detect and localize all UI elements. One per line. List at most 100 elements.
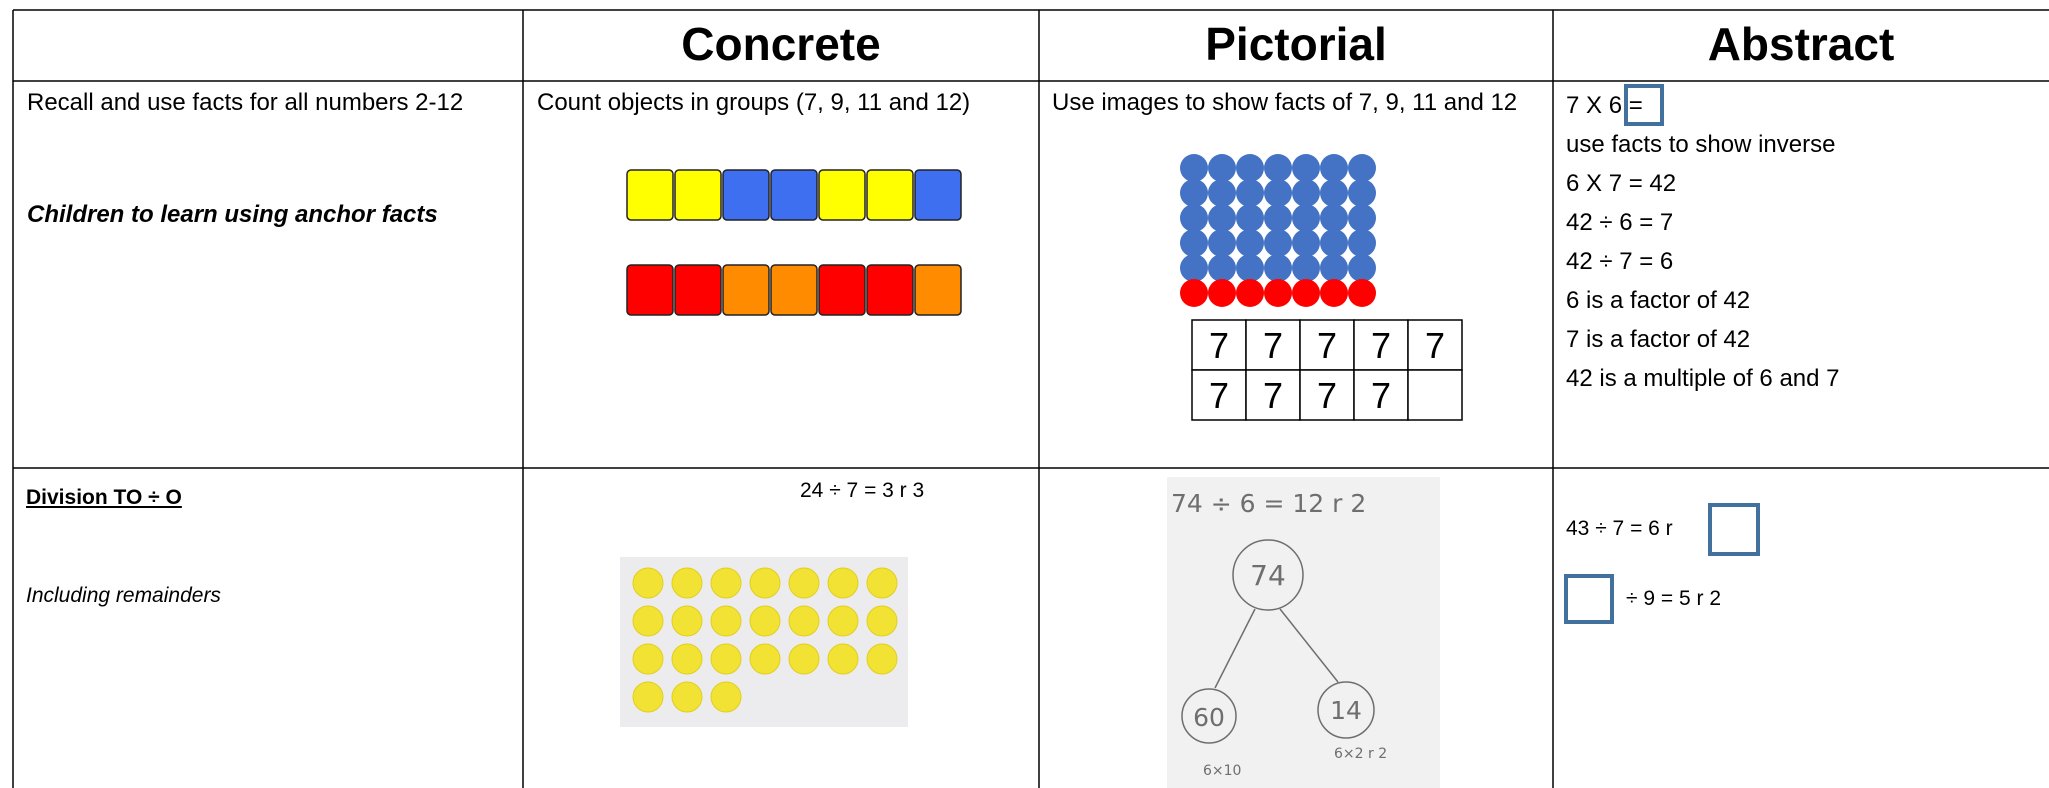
cube-bars	[626, 169, 962, 316]
grid-number: 7	[1371, 375, 1391, 416]
objective-note: Children to learn using anchor facts	[27, 201, 438, 228]
dot	[1264, 229, 1292, 257]
dot	[1292, 179, 1320, 207]
dot	[1236, 204, 1264, 232]
handwritten-node: 14	[1330, 696, 1362, 725]
counter	[866, 643, 898, 675]
grid-number: 7	[1317, 325, 1337, 366]
dot	[1264, 204, 1292, 232]
cube	[866, 169, 914, 221]
column-header: Abstract	[1707, 18, 1895, 70]
counter	[827, 643, 859, 675]
objective: Recall and use facts for all numbers 2-1…	[27, 89, 464, 116]
dot	[1320, 179, 1348, 207]
dot	[1348, 204, 1376, 232]
dot	[1208, 154, 1236, 182]
dot	[1236, 154, 1264, 182]
dot	[1180, 279, 1208, 307]
cube	[866, 264, 914, 316]
counter	[671, 681, 703, 713]
column-header: Concrete	[681, 18, 881, 70]
dot	[1320, 279, 1348, 307]
grid-cell	[1353, 319, 1409, 371]
counter	[671, 567, 703, 599]
dot	[1180, 254, 1208, 282]
counter	[632, 681, 664, 713]
cube	[674, 264, 722, 316]
counter	[710, 681, 742, 713]
dot	[1292, 154, 1320, 182]
dot	[1264, 254, 1292, 282]
counter	[788, 605, 820, 637]
dot	[1292, 229, 1320, 257]
cube	[722, 264, 770, 316]
cube	[770, 264, 818, 316]
dot	[1236, 279, 1264, 307]
abstract-text: 6 X 7 = 42	[1566, 170, 1677, 197]
table-borders	[12, 9, 2049, 788]
counter	[749, 605, 781, 637]
cube	[626, 169, 674, 221]
grid-number: 7	[1209, 375, 1229, 416]
counter	[671, 643, 703, 675]
dot	[1208, 254, 1236, 282]
abstract-text: 42 ÷ 7 = 6	[1566, 248, 1674, 275]
counter	[710, 605, 742, 637]
counter	[671, 605, 703, 637]
dot	[1180, 179, 1208, 207]
column-header: Pictorial	[1205, 18, 1387, 70]
grid-cell	[1407, 369, 1463, 421]
abstract-text: ÷ 9 = 5 r 2	[1626, 587, 1721, 610]
concrete-text: Count objects in groups (7, 9, 11 and 12…	[537, 89, 971, 116]
counter	[749, 643, 781, 675]
cube	[914, 169, 962, 221]
dot	[1180, 154, 1208, 182]
dot	[1348, 154, 1376, 182]
abstract-text: 42 is a multiple of 6 and 7	[1566, 365, 1840, 392]
handwritten-node: 74	[1250, 559, 1286, 592]
counter	[788, 567, 820, 599]
handwritten-equation: 74 ÷ 6 = 12 r 2	[1171, 489, 1366, 518]
grid-number: 7	[1371, 325, 1391, 366]
dot	[1292, 279, 1320, 307]
abstract-text: 6 is a factor of 42	[1566, 287, 1751, 314]
cube	[914, 264, 962, 316]
number-grid: 7 7 7 7 77 7 7 7	[1191, 319, 1463, 421]
part-whole-diagram	[1181, 539, 1375, 744]
cube	[818, 169, 866, 221]
cube	[674, 169, 722, 221]
counter	[827, 567, 859, 599]
counter	[710, 643, 742, 675]
cube	[818, 264, 866, 316]
counter	[866, 605, 898, 637]
dot	[1236, 179, 1264, 207]
grid-cell	[1299, 319, 1355, 371]
dot	[1292, 204, 1320, 232]
dot	[1348, 179, 1376, 207]
grid-number: 7	[1209, 325, 1229, 366]
abstract-text: use facts to show inverse	[1566, 131, 1836, 158]
dot	[1180, 204, 1208, 232]
dot	[1264, 279, 1292, 307]
dot	[1236, 254, 1264, 282]
pictorial-text: Use images to show facts of 7, 9, 11 and…	[1052, 89, 1518, 116]
counters	[632, 567, 898, 713]
dot	[1264, 154, 1292, 182]
grid-number: 7	[1425, 325, 1445, 366]
grid-number: 7	[1317, 375, 1337, 416]
dot	[1236, 229, 1264, 257]
dot	[1320, 229, 1348, 257]
grid-cell	[1191, 369, 1247, 421]
dot	[1208, 204, 1236, 232]
grid-number: 7	[1263, 325, 1283, 366]
handwriting-photo	[1167, 477, 1440, 788]
dot	[1264, 179, 1292, 207]
cube	[626, 264, 674, 316]
counter	[632, 605, 664, 637]
counter	[632, 643, 664, 675]
handwritten-note: 6×10	[1203, 763, 1241, 779]
dot	[1348, 279, 1376, 307]
abstract-text: 7 is a factor of 42	[1566, 326, 1751, 353]
